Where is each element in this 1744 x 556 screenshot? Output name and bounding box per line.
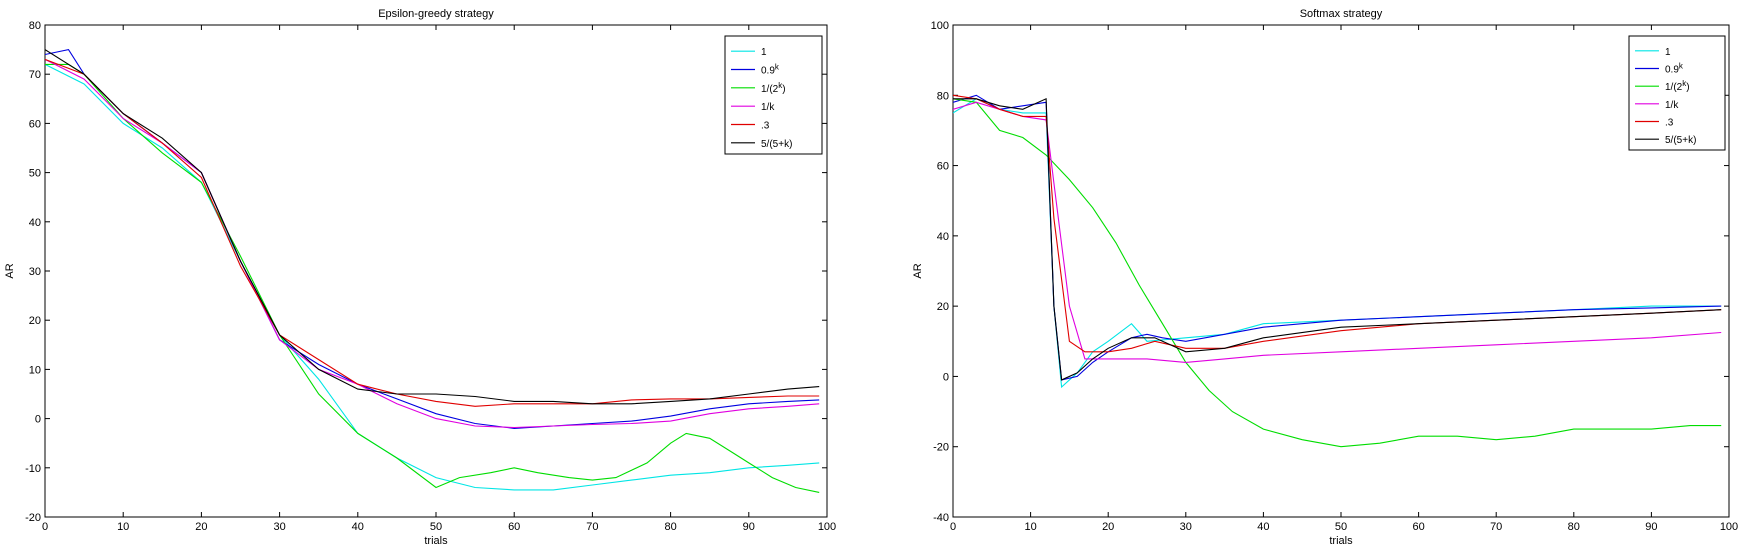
x-tick-label: 90 [1645, 521, 1657, 533]
legend-label: 1 [1665, 47, 1671, 58]
legend-label: .3 [1665, 118, 1674, 129]
series-line-3 [953, 98, 1722, 448]
x-tick-label: 20 [195, 521, 207, 533]
chart-title: Epsilon-greedy strategy [378, 8, 494, 20]
y-tick-label: 40 [29, 217, 41, 229]
x-tick-label: 60 [508, 521, 520, 533]
y-tick-label: 20 [29, 315, 41, 327]
x-tick-label: 30 [1180, 521, 1192, 533]
x-tick-label: 30 [273, 521, 285, 533]
y-tick-label: 80 [937, 90, 949, 102]
legend-label: 1 [761, 47, 767, 58]
legend-label: 1/(2k) [761, 81, 786, 95]
series-line-6 [953, 97, 1722, 381]
legend-label: 1/k [761, 102, 775, 113]
x-tick-label: 40 [1257, 521, 1269, 533]
x-axis-label: trials [424, 535, 448, 547]
legend: 1 0.9k 1/(2k) 1/k .3 5/(5+k) [724, 35, 823, 155]
legend-label: 0.9k [1665, 62, 1684, 76]
y-tick-label: 10 [29, 364, 41, 376]
x-tick-label: 100 [1720, 521, 1738, 533]
series-line-1 [45, 63, 820, 491]
y-tick-label: 50 [29, 168, 41, 180]
legend-label: .3 [761, 121, 770, 132]
chart-title: Softmax strategy [1300, 8, 1383, 20]
y-tick-label: 30 [29, 266, 41, 278]
y-tick-label: 80 [29, 20, 41, 32]
x-tick-label: 20 [1102, 521, 1114, 533]
y-tick-label: 70 [29, 69, 41, 81]
y-axis-label: AR [4, 263, 16, 278]
x-tick-label: 100 [818, 521, 836, 533]
y-tick-label: -10 [25, 463, 41, 475]
legend-box [724, 35, 823, 155]
y-tick-label: 100 [931, 20, 949, 32]
y-tick-label: -20 [25, 512, 41, 524]
y-tick-label: 60 [29, 118, 41, 130]
x-tick-label: 60 [1412, 521, 1424, 533]
series-line-4 [45, 58, 820, 429]
plot-area [952, 24, 1730, 518]
y-tick-label: 0 [943, 371, 949, 383]
legend-box [1628, 35, 1726, 151]
y-tick-label: 20 [937, 301, 949, 313]
y-axis-label: AR [912, 263, 924, 278]
legend-label: 5/(5+k) [761, 139, 792, 150]
y-tick-label: 40 [937, 231, 949, 243]
x-tick-label: 80 [664, 521, 676, 533]
x-axis-label: trials [1329, 535, 1353, 547]
legend-label: 5/(5+k) [1665, 135, 1696, 146]
legend-label: 1/k [1665, 100, 1679, 111]
x-tick-label: 50 [430, 521, 442, 533]
series-line-5 [45, 58, 820, 407]
y-tick-label: 0 [35, 414, 41, 426]
x-tick-label: 0 [950, 521, 956, 533]
x-tick-label: 10 [1024, 521, 1036, 533]
x-tick-label: 10 [117, 521, 129, 533]
legend-label: 0.9k [761, 63, 780, 77]
plot-area [44, 24, 828, 518]
x-tick-label: 40 [352, 521, 364, 533]
y-tick-label: -40 [933, 512, 949, 524]
x-tick-label: 90 [743, 521, 755, 533]
x-tick-label: 70 [1490, 521, 1502, 533]
y-tick-label: 60 [937, 161, 949, 173]
y-tick-label: -20 [933, 442, 949, 454]
series-line-3 [45, 63, 820, 493]
x-tick-label: 70 [586, 521, 598, 533]
legend: 1 0.9k 1/(2k) 1/k .3 5/(5+k) [1628, 35, 1726, 151]
series-line-6 [45, 49, 820, 405]
x-tick-label: 80 [1568, 521, 1580, 533]
x-tick-label: 0 [42, 521, 48, 533]
x-tick-label: 50 [1335, 521, 1347, 533]
legend-label: 1/(2k) [1665, 79, 1690, 93]
